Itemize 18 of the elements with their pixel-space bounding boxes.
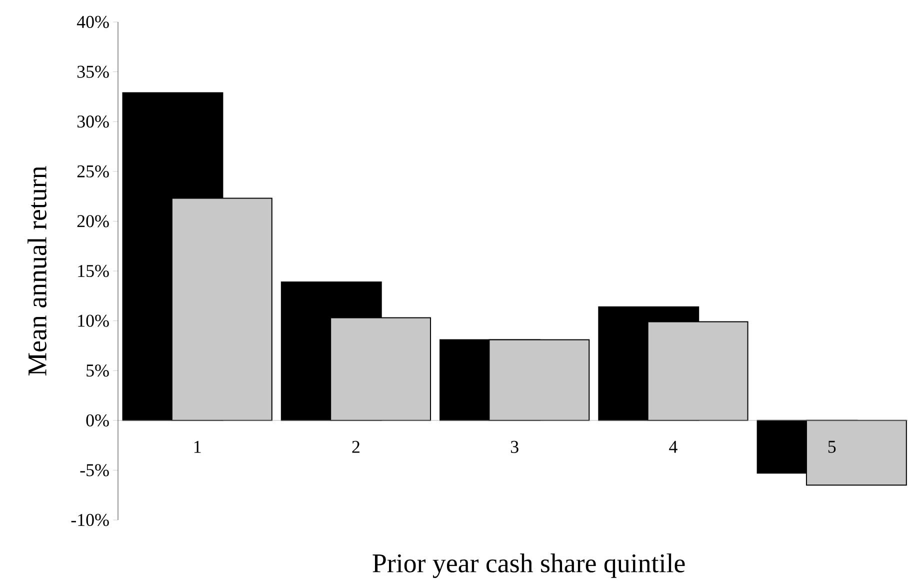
y-tick-label: 35% — [77, 66, 109, 78]
y-tick-label: 5% — [86, 364, 109, 377]
x-tick-label: 4 — [669, 440, 678, 453]
y-tick-label: 40% — [76, 16, 109, 28]
y-tick-label: -10% — [71, 514, 109, 526]
x-tick-label: 2 — [352, 440, 360, 453]
y-tick-label: 0% — [86, 414, 109, 426]
x-tick-label: 5 — [828, 440, 836, 453]
y-tick-label: -5% — [80, 464, 109, 476]
y-tick-label: 15% — [78, 264, 109, 277]
y-tick-label: 30% — [77, 115, 109, 128]
y-tick-label: 25% — [77, 165, 109, 178]
y-axis-title: Mean annual return — [28, 166, 46, 376]
x-tick-label: 1 — [194, 440, 201, 453]
x-tick-label: 3 — [510, 440, 518, 453]
x-axis-title: Prior year cash share quintile — [372, 553, 685, 578]
y-tick-label: 20% — [77, 214, 109, 228]
y-tick-label: 10% — [78, 314, 109, 327]
